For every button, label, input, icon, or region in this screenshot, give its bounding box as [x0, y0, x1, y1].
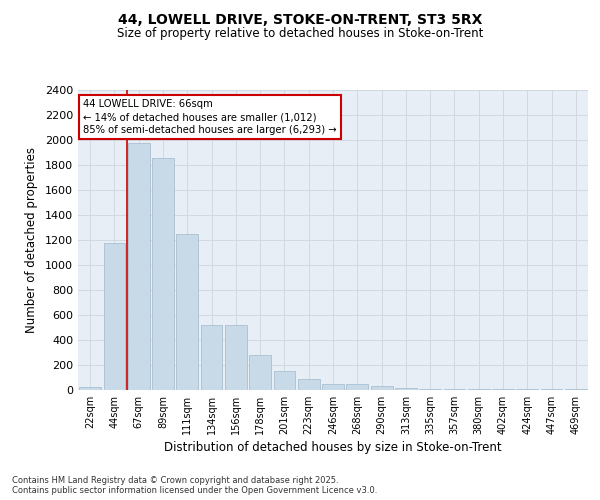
X-axis label: Distribution of detached houses by size in Stoke-on-Trent: Distribution of detached houses by size …	[164, 441, 502, 454]
Bar	[225, 325, 247, 390]
Y-axis label: Number of detached properties: Number of detached properties	[25, 147, 38, 333]
Text: Size of property relative to detached houses in Stoke-on-Trent: Size of property relative to detached ho…	[117, 28, 483, 40]
Bar	[152, 158, 174, 390]
Bar	[176, 234, 198, 390]
Bar	[274, 370, 295, 390]
Bar	[346, 384, 368, 390]
Bar	[104, 243, 125, 390]
Bar	[371, 386, 392, 390]
Bar	[249, 355, 271, 390]
Text: 44, LOWELL DRIVE, STOKE-ON-TRENT, ST3 5RX: 44, LOWELL DRIVE, STOKE-ON-TRENT, ST3 5R…	[118, 12, 482, 26]
Text: Contains HM Land Registry data © Crown copyright and database right 2025.
Contai: Contains HM Land Registry data © Crown c…	[12, 476, 377, 495]
Bar	[298, 380, 320, 390]
Bar	[128, 143, 149, 390]
Bar	[322, 384, 344, 390]
Bar	[395, 388, 417, 390]
Text: 44 LOWELL DRIVE: 66sqm
← 14% of detached houses are smaller (1,012)
85% of semi-: 44 LOWELL DRIVE: 66sqm ← 14% of detached…	[83, 99, 337, 136]
Bar	[79, 387, 101, 390]
Bar	[200, 325, 223, 390]
